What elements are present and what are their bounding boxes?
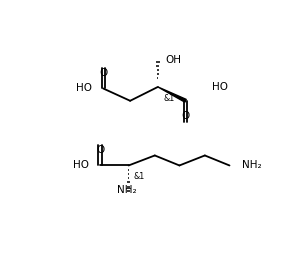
Polygon shape <box>158 87 186 102</box>
Text: O: O <box>96 145 104 155</box>
Text: NH₂: NH₂ <box>242 161 262 170</box>
Text: &1: &1 <box>163 94 174 103</box>
Text: OH: OH <box>166 55 181 65</box>
Text: O: O <box>99 68 107 78</box>
Text: HO: HO <box>73 160 89 170</box>
Text: HO: HO <box>76 83 92 93</box>
Text: HO: HO <box>212 82 228 92</box>
Text: &1: &1 <box>134 172 145 181</box>
Text: O: O <box>181 111 190 121</box>
Text: NH₂: NH₂ <box>117 185 137 195</box>
